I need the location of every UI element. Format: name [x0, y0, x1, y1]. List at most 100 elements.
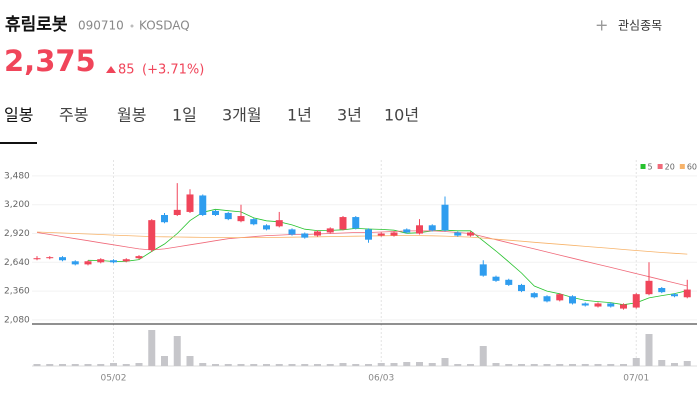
- candle-body: [84, 261, 92, 265]
- volume-bar: [212, 364, 219, 366]
- candle-body: [33, 258, 41, 260]
- tab[interactable]: 1일: [172, 106, 197, 125]
- legend-swatch: [679, 164, 685, 169]
- candle-body: [594, 303, 602, 307]
- y-tick-label: 2,640: [4, 258, 30, 268]
- volume-bar: [352, 364, 360, 366]
- volume-bar: [314, 364, 321, 366]
- candle-body: [530, 293, 538, 298]
- candle-body: [71, 261, 79, 265]
- candle-body: [237, 216, 245, 222]
- candle-body: [454, 232, 462, 236]
- volume-bar: [199, 363, 207, 366]
- volume-bar: [505, 364, 513, 366]
- volume-bar: [441, 358, 449, 366]
- volume-bar: [110, 363, 117, 366]
- volume-bar: [97, 364, 105, 366]
- plus-icon[interactable]: +: [595, 16, 608, 35]
- candle-body: [339, 217, 347, 230]
- candle-body: [275, 220, 283, 227]
- tab-underline: [0, 142, 37, 144]
- volume-bar: [543, 364, 551, 366]
- candle-body: [467, 232, 474, 236]
- x-tick-label: 05/02: [101, 374, 127, 384]
- volume-bar: [620, 364, 627, 366]
- candle-body: [479, 264, 487, 276]
- volume-bar: [607, 364, 615, 366]
- tab[interactable]: 1년: [287, 106, 312, 125]
- moving-average-line: [87, 208, 688, 306]
- candle-body: [97, 259, 105, 263]
- volume-bar: [377, 363, 385, 366]
- candle-body: [390, 232, 398, 236]
- legend-label: 20: [665, 163, 675, 172]
- volume-bar: [33, 364, 41, 366]
- candle-body: [492, 276, 500, 281]
- chart: 3,480 3,200 2,920 2,640 2,360 2,080 05/02 06/03…: [4, 160, 697, 384]
- moving-average-line: [36, 230, 688, 287]
- y-tick-label: 2,920: [4, 229, 30, 239]
- candle-body: [377, 233, 385, 236]
- stock-code: 090710: [78, 19, 124, 33]
- legend-swatch: [640, 164, 646, 169]
- volume-bar: [569, 364, 576, 366]
- volume-bar: [403, 362, 411, 366]
- candle-body: [581, 303, 589, 306]
- volume-bar: [84, 364, 92, 366]
- volume-bar: [250, 364, 258, 366]
- up-arrow: [106, 66, 116, 73]
- volume-bar: [122, 364, 130, 366]
- tab[interactable]: 10년: [384, 106, 419, 125]
- candle-body: [46, 257, 54, 259]
- tab[interactable]: 3개월: [222, 106, 262, 125]
- volume-bar: [492, 363, 500, 366]
- moving-average-line: [36, 231, 688, 255]
- tab[interactable]: 3년: [337, 106, 362, 125]
- change: 85: [118, 63, 135, 78]
- candle-body: [620, 304, 627, 309]
- candle-body: [301, 233, 309, 238]
- volume-bar: [581, 364, 589, 366]
- y-tick-label: 3,480: [4, 171, 30, 181]
- legend-label: 60: [687, 163, 697, 172]
- y-tick-label: 2,360: [4, 287, 30, 297]
- x-tick-label: 06/03: [368, 374, 394, 384]
- volume-bar: [683, 361, 691, 366]
- volume-bar: [237, 364, 245, 366]
- watch-button[interactable]: 관심종목: [618, 19, 662, 33]
- volume-bar: [518, 364, 525, 366]
- candle-body: [148, 220, 156, 250]
- volume-bar: [365, 364, 372, 366]
- volume-bar: [479, 346, 487, 366]
- tab[interactable]: 주봉: [59, 106, 88, 125]
- volume-bar: [556, 364, 564, 366]
- candle-body: [632, 294, 640, 308]
- candle-body: [671, 294, 678, 297]
- tab[interactable]: 월봉: [117, 106, 146, 125]
- tab[interactable]: 일봉: [4, 106, 33, 125]
- volume-bar: [326, 364, 334, 366]
- candle-body: [505, 279, 513, 285]
- candle-body: [122, 259, 130, 262]
- candle-body: [428, 225, 436, 231]
- candle-body: [212, 210, 219, 216]
- volume-bar: [658, 360, 666, 366]
- candle-body: [658, 288, 666, 293]
- volume-bar: [428, 363, 436, 366]
- price: 2,375: [4, 44, 96, 78]
- volume-bar: [671, 363, 678, 366]
- x-tick-label: 07/01: [623, 374, 649, 384]
- volume-bar: [390, 363, 398, 366]
- candle-body: [569, 296, 576, 304]
- candle-body: [314, 231, 321, 236]
- volume-bar: [263, 364, 270, 366]
- volume-bar: [71, 364, 79, 366]
- volume-bar: [645, 334, 653, 366]
- candle-body: [645, 280, 653, 295]
- volume-bar: [454, 364, 462, 366]
- legend-label: 5: [648, 163, 653, 172]
- candle-body: [224, 212, 232, 220]
- volume-bar: [59, 364, 66, 366]
- candle-body: [135, 256, 143, 259]
- candle-body: [607, 303, 615, 307]
